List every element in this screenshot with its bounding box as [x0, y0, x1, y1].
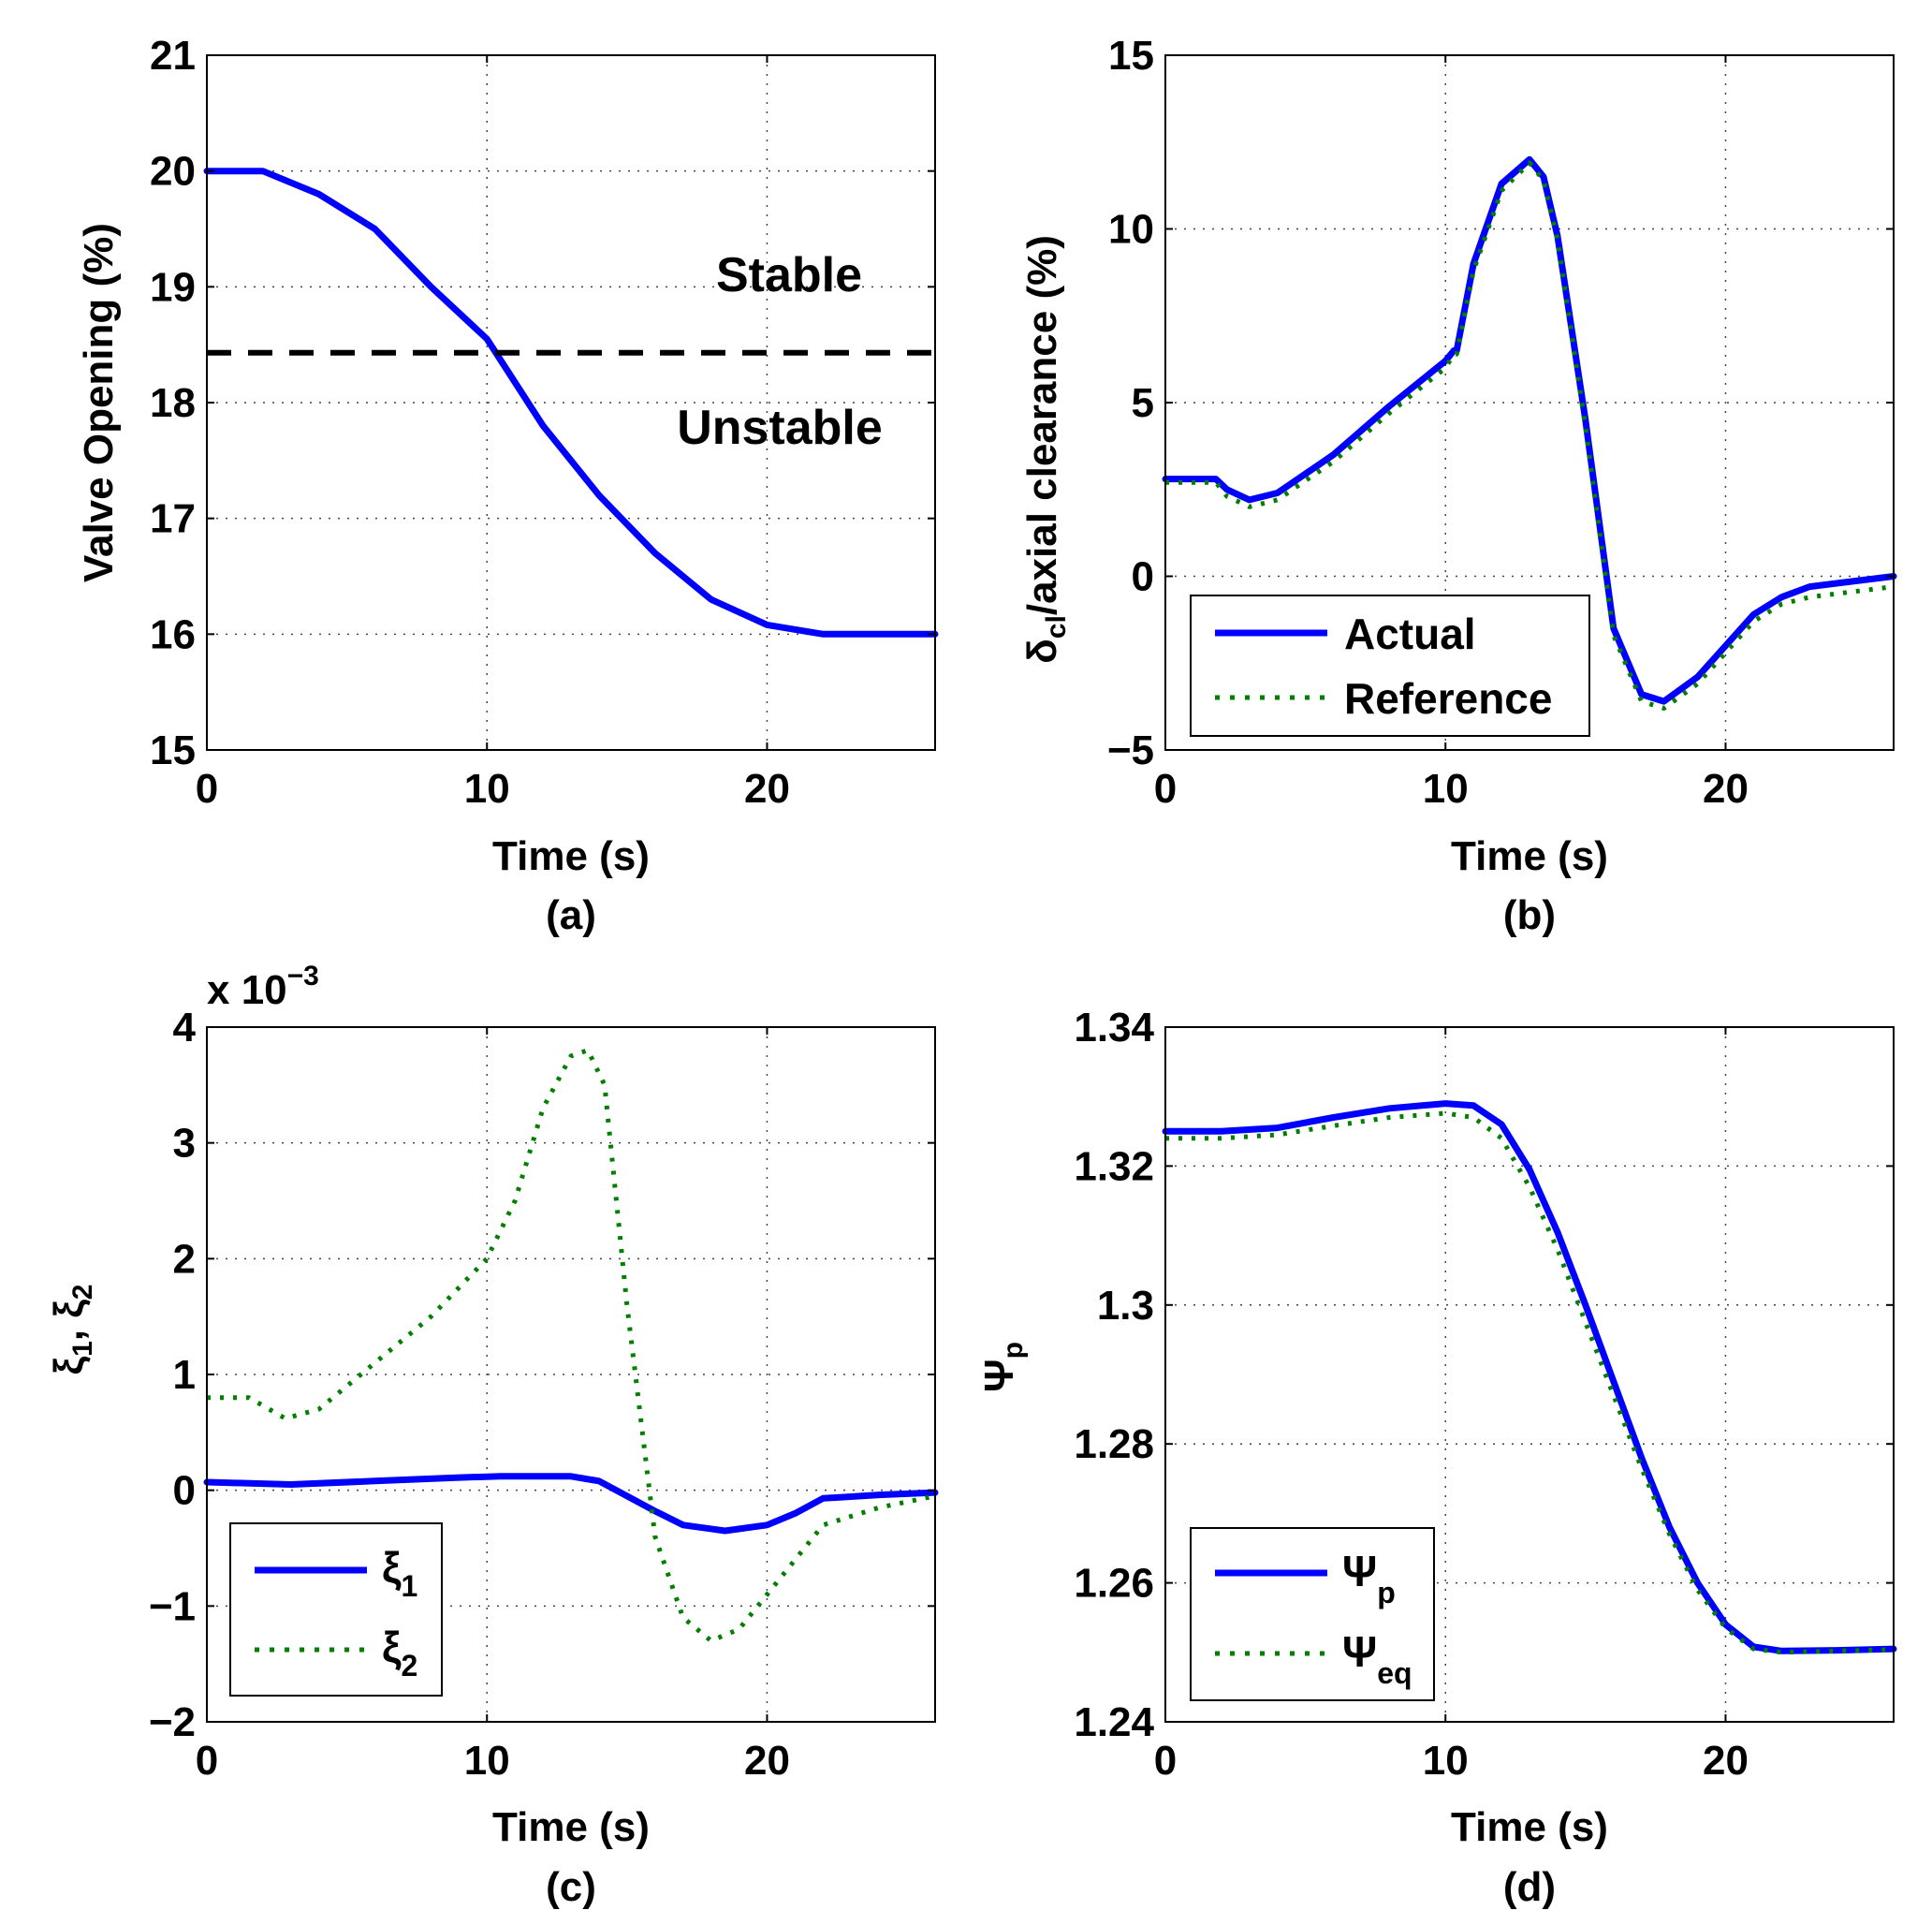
panel-d-xtick-label: 10	[1423, 1738, 1469, 1784]
panel-c-xtick-label: 20	[744, 1738, 790, 1784]
panel-c-ytick-label: 2	[173, 1236, 196, 1282]
panel-a-annotation-unstable: Unstable	[677, 401, 883, 455]
panel-b-ytick-label: 15	[1108, 33, 1154, 79]
panel-c-legend-box	[229, 1522, 443, 1697]
panel-d-caption: (d)	[1503, 1864, 1556, 1910]
panel-b-legend-label-reference: Reference	[1344, 674, 1552, 723]
panel-c-xlabel: Time (s)	[492, 1804, 650, 1850]
panel-b-ytick-label: −5	[1107, 727, 1154, 773]
panel-a-xtick-label: 0	[196, 766, 218, 812]
panel-b-grid	[1165, 55, 1894, 750]
panel-c-series-ξ1	[203, 1473, 939, 1535]
panel-c-caption: (c)	[546, 1864, 596, 1910]
panel-a-ytick-label: 16	[150, 611, 196, 657]
panel-c: 0 10 20 −2 −1 0 1 2 3 4 x 10−3 ξ1 ξ2 Time (s) ξ1,…	[46, 961, 939, 1910]
panel-b-legend-box	[1190, 595, 1590, 737]
panel-c-xtick-label: 10	[464, 1738, 510, 1784]
panel-c-ytick-label: 0	[173, 1468, 196, 1514]
panel-c-ytick-label: 3	[173, 1121, 196, 1167]
panel-b-ytick-label: 0	[1132, 554, 1154, 600]
panel-a-series-valve-opening	[203, 168, 939, 638]
panel-a-series	[203, 168, 946, 638]
panel-b-series-actual	[1162, 155, 1897, 705]
panel-a-ticks: 0 10 20 15 16 17 18 19 20 21	[150, 33, 935, 812]
panel-b-ytick-label: 5	[1132, 380, 1154, 426]
panel-b-series-reference	[1165, 160, 1895, 711]
panel-c-ytick-label: 4	[173, 1005, 197, 1051]
panel-b-series	[1162, 155, 1897, 711]
panel-d-legend-label-psi-p: Ψp	[1342, 1547, 1396, 1609]
panel-b-legend-label-actual: Actual	[1344, 610, 1476, 658]
panel-a-ytick-label: 19	[150, 264, 196, 310]
panel-a-ytick-label: 21	[150, 33, 196, 79]
panel-a-ytick-label: 20	[150, 149, 196, 195]
panel-d-legend-label-psi-eq: Ψeq	[1342, 1627, 1412, 1690]
panel-d-xtick-label: 20	[1703, 1738, 1749, 1784]
panel-c-ticks: 0 10 20 −2 −1 0 1 2 3 4	[149, 1005, 935, 1784]
panel-a-ytick-label: 18	[150, 380, 196, 426]
panel-a-ytick-label: 17	[150, 496, 196, 542]
panel-c-legend-label-xi2: ξ2	[382, 1623, 417, 1683]
panel-b-xlabel: Time (s)	[1451, 833, 1608, 879]
panel-d-ytick-label: 1.3	[1097, 1283, 1154, 1329]
panel-b-ytick-label: 10	[1108, 207, 1154, 253]
panel-d-legend-box	[1190, 1527, 1435, 1701]
panel-a-ytick-label: 15	[150, 727, 196, 773]
panel-d-ytick-label: 1.26	[1074, 1561, 1154, 1607]
panel-a-xtick-label: 10	[464, 766, 510, 812]
panel-d: 0 10 20 1.24 1.26 1.28 1.3 1.32 1.34 Ψp Ψeq Time…	[976, 1005, 1897, 1910]
panel-d-ticks: 0 10 20 1.24 1.26 1.28 1.3 1.32 1.34	[1074, 1005, 1894, 1784]
panel-a-xtick-label: 20	[744, 766, 790, 812]
panel-d-ytick-label: 1.24	[1074, 1699, 1154, 1745]
panel-b-xtick-label: 20	[1703, 766, 1749, 812]
panel-b-xtick-label: 0	[1154, 766, 1177, 812]
panel-d-series-ψp	[1162, 1100, 1897, 1654]
panel-a-ylabel: Valve Opening (%)	[76, 223, 122, 582]
panel-d-xlabel: Time (s)	[1451, 1804, 1608, 1850]
panel-c-ylabel: ξ1, ξ2	[46, 1284, 98, 1374]
panel-d-series	[1162, 1100, 1897, 1655]
panel-c-ytick-label: −1	[149, 1583, 196, 1629]
panel-d-xtick-label: 0	[1154, 1738, 1177, 1784]
panel-d-ytick-label: 1.32	[1074, 1143, 1154, 1189]
panel-b-xtick-label: 10	[1423, 766, 1469, 812]
panel-b-caption: (b)	[1503, 892, 1556, 938]
panel-d-grid	[1165, 1027, 1894, 1722]
panel-c-ytick-label: 1	[173, 1352, 196, 1398]
panel-a: 0 10 20 15 16 17 18 19 20 21 Stable Unstable Time…	[76, 33, 946, 938]
panel-c-xtick-label: 0	[196, 1738, 218, 1784]
panel-a-xlabel: Time (s)	[492, 833, 650, 879]
panel-c-grid	[207, 1027, 935, 1722]
panel-d-axes-box	[1164, 1026, 1895, 1723]
panel-c-ytick-label: −2	[149, 1699, 196, 1745]
panel-c-series	[203, 1048, 939, 1643]
panel-a-grid	[207, 55, 935, 750]
panel-a-caption: (a)	[546, 892, 596, 938]
panel-a-annotation-stable: Stable	[716, 248, 862, 302]
panel-c-legend-label-xi1: ξ1	[382, 1543, 417, 1603]
panel-d-ylabel: Ψp	[976, 1342, 1029, 1392]
panel-d-ytick-label: 1.28	[1074, 1421, 1154, 1467]
panel-c-exponent: x 10−3	[207, 961, 319, 1013]
panel-d-ytick-label: 1.34	[1074, 1005, 1154, 1051]
panel-b-ylabel: δcl/axial clearance (%)	[1019, 235, 1072, 664]
